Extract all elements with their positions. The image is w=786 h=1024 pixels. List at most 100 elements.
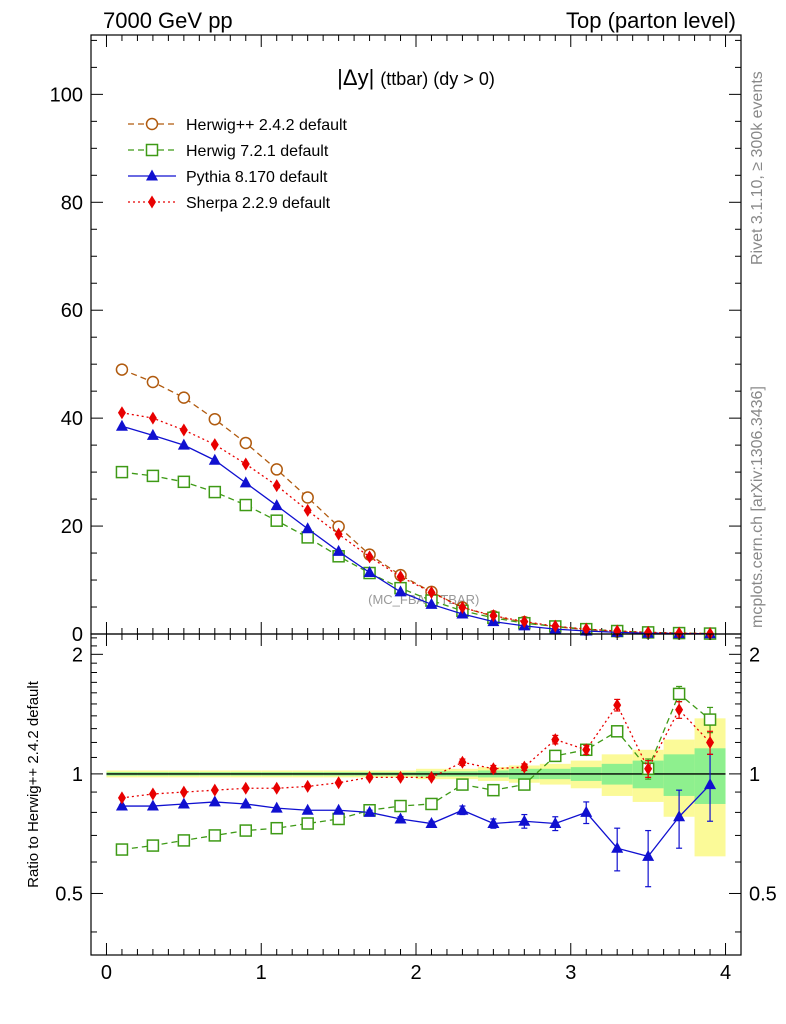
- ratio-point-herwig7: [146, 839, 160, 852]
- ratio-ytick-label: 0.5: [55, 883, 83, 905]
- point-sherpa: [458, 601, 467, 615]
- ratio-point-pythia: [177, 797, 190, 809]
- ytick-label: 100: [50, 84, 83, 106]
- ratio-point-pythia: [425, 817, 438, 829]
- ratio-point-pythia: [394, 812, 407, 824]
- xtick-label: 3: [565, 962, 576, 984]
- point-sherpa: [334, 527, 343, 541]
- ytick-label: 0: [72, 624, 83, 646]
- point-sherpa: [272, 479, 281, 493]
- ratio-point-sherpa: [210, 783, 219, 797]
- ratio-point-sherpa: [117, 791, 126, 805]
- ratio-point-sherpa: [179, 785, 188, 799]
- point-sherpa: [675, 626, 684, 640]
- point-pythia: [208, 453, 221, 465]
- xtick-label: 4: [720, 962, 731, 984]
- ratio-point-pythia: [270, 801, 283, 813]
- point-pythia: [394, 585, 407, 597]
- point-sherpa: [396, 570, 405, 584]
- ratio-point-sherpa: [706, 735, 715, 749]
- point-sherpa: [427, 585, 436, 599]
- point-herwigpp: [208, 412, 222, 426]
- mcplots-label: mcplots.cern.ch [arXiv:1306.3436]: [749, 386, 766, 628]
- ratio-point-pythia: [642, 849, 655, 861]
- point-herwig7: [146, 469, 160, 483]
- ratio-point-herwig7: [610, 725, 624, 738]
- ratio-ytick-label-right: 0.5: [749, 883, 777, 905]
- ratio-point-pythia: [673, 810, 686, 822]
- ytick-label: 20: [61, 516, 83, 538]
- point-pythia: [239, 476, 252, 488]
- ratio-point-herwig7: [456, 778, 469, 791]
- ratio-point-herwig7: [239, 824, 253, 837]
- legend-marker-herwigpp: [145, 117, 159, 131]
- plot-title-main: |Δy|: [337, 65, 374, 90]
- ratio-point-sherpa: [272, 781, 281, 795]
- ratio-series-sherpa: [117, 698, 715, 805]
- ratio-point-pythia: [301, 803, 314, 815]
- ratio-point-pythia: [611, 841, 624, 853]
- plot-title-rest: (ttbar) (dy > 0): [380, 69, 495, 89]
- point-herwigpp: [115, 363, 129, 376]
- ratio-point-sherpa: [241, 781, 250, 795]
- point-sherpa: [644, 625, 653, 639]
- point-sherpa: [582, 622, 591, 636]
- ratio-point-pythia: [208, 795, 221, 807]
- ratio-point-pythia: [115, 799, 128, 811]
- point-herwigpp: [239, 436, 253, 450]
- ratio-point-sherpa: [458, 755, 467, 769]
- point-herwig7: [270, 514, 283, 527]
- legend-label-herwigpp: Herwig++ 2.4.2 default: [186, 117, 348, 134]
- ratio-line-sherpa: [121, 703, 711, 799]
- ratio-point-sherpa: [489, 762, 498, 776]
- ratio-point-pythia: [704, 778, 717, 790]
- ratio-point-sherpa: [582, 743, 591, 757]
- ratio-point-pythia: [332, 803, 345, 815]
- legend-label-sherpa: Sherpa 2.2.9 default: [186, 195, 331, 212]
- ratio-point-sherpa: [365, 770, 374, 784]
- ratio-point-sherpa: [427, 770, 436, 784]
- point-sherpa: [303, 503, 312, 517]
- point-sherpa: [520, 615, 529, 629]
- ratio-point-sherpa: [396, 770, 405, 784]
- ratio-point-herwig7: [549, 749, 562, 763]
- rivet-label: Rivet 3.1.10, ≥ 300k events: [749, 71, 766, 265]
- point-pythia: [363, 565, 376, 577]
- ratio-point-pythia: [580, 805, 593, 817]
- legend-label-herwig7: Herwig 7.2.1 default: [186, 143, 329, 160]
- ratio-point-sherpa: [148, 787, 157, 801]
- point-pythia: [332, 544, 345, 556]
- point-herwig7: [208, 485, 222, 499]
- point-sherpa: [210, 438, 219, 452]
- xtick-label: 2: [410, 962, 421, 984]
- ratio-point-herwig7: [301, 817, 314, 830]
- ratio-point-pythia: [363, 805, 376, 817]
- ratio-point-sherpa: [675, 703, 684, 717]
- point-pythia: [115, 419, 128, 431]
- legend-marker-herwig7: [145, 143, 159, 157]
- ratio-point-pythia: [146, 799, 159, 811]
- series-sherpa: [117, 406, 715, 641]
- main-panel: |Δy| (ttbar) (dy > 0)(MC_FBA_TTBAR)020406…: [50, 34, 742, 646]
- uncertainty-band-green: [663, 754, 695, 796]
- ratio-point-herwig7: [487, 783, 500, 797]
- point-herwig7: [301, 531, 314, 544]
- ratio-point-pythia: [518, 814, 531, 826]
- point-herwigpp: [146, 375, 160, 389]
- ratio-line-pythia: [121, 784, 711, 858]
- point-pythia: [425, 597, 438, 609]
- header-right: Top (parton level): [566, 8, 736, 33]
- legend-label-pythia: Pythia 8.170 default: [186, 169, 328, 186]
- ratio-point-sherpa: [334, 776, 343, 790]
- ytick-label: 60: [61, 300, 83, 322]
- ratio-point-herwig7: [332, 812, 345, 826]
- point-sherpa: [241, 457, 250, 471]
- point-sherpa: [179, 423, 188, 437]
- ratio-point-sherpa: [303, 779, 312, 793]
- ratio-point-sherpa: [644, 762, 653, 776]
- ratio-point-herwig7: [208, 829, 222, 842]
- ratio-point-herwig7: [115, 843, 129, 856]
- point-herwigpp: [301, 491, 314, 504]
- ratio-panel: 0.5 0.5 1 1 2 2 0 1 2 3 4 Ratio to Herwig++ 2.4.2 d…: [25, 633, 777, 984]
